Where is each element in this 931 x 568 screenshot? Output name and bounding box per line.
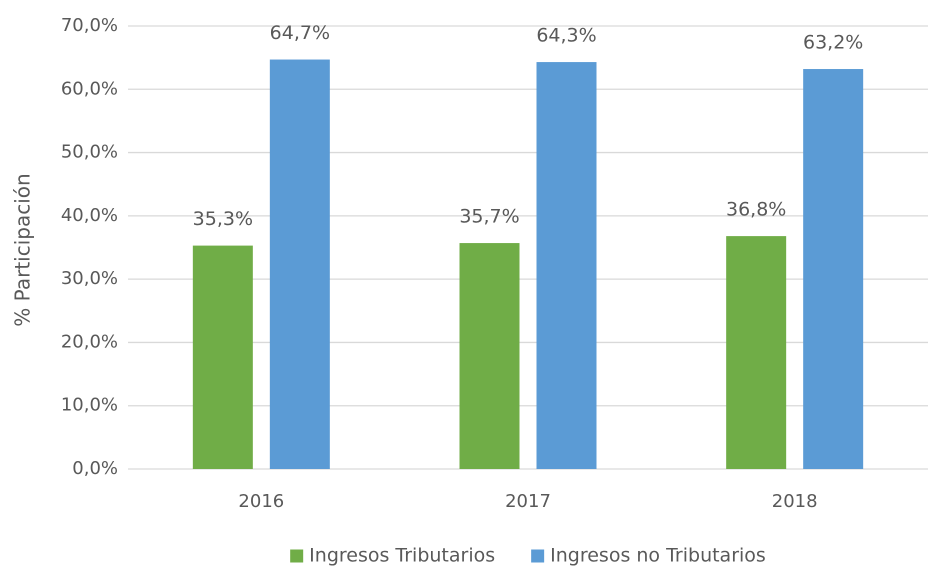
data-label: 35,7% (459, 206, 519, 228)
data-label: 63,2% (803, 32, 863, 54)
bar (803, 69, 864, 469)
bar (459, 243, 520, 469)
y-tick-label: 10,0% (61, 395, 118, 416)
y-tick-label: 20,0% (61, 331, 118, 352)
y-axis-label: % Participación (11, 173, 35, 326)
x-tick-label: 2016 (238, 491, 284, 512)
y-tick-label: 70,0% (61, 15, 118, 36)
y-tick-label: 0,0% (72, 458, 118, 479)
data-label: 64,3% (536, 25, 596, 47)
y-tick-label: 40,0% (61, 205, 118, 226)
x-tick-label: 2018 (772, 491, 818, 512)
bar (536, 62, 597, 470)
legend-label: Ingresos no Tributarios (550, 545, 766, 567)
data-label: 36,8% (726, 199, 786, 221)
x-tick-label: 2017 (505, 491, 551, 512)
data-label: 35,3% (193, 208, 253, 230)
legend-label: Ingresos Tributarios (309, 545, 495, 567)
bar (726, 236, 787, 469)
legend-swatch (531, 549, 545, 563)
y-tick-label: 60,0% (61, 78, 118, 99)
y-tick-label: 50,0% (61, 142, 118, 163)
data-label: 64,7% (270, 22, 330, 44)
legend-swatch (290, 549, 304, 563)
bar (269, 59, 330, 469)
bar (192, 245, 253, 469)
y-tick-label: 30,0% (61, 268, 118, 289)
